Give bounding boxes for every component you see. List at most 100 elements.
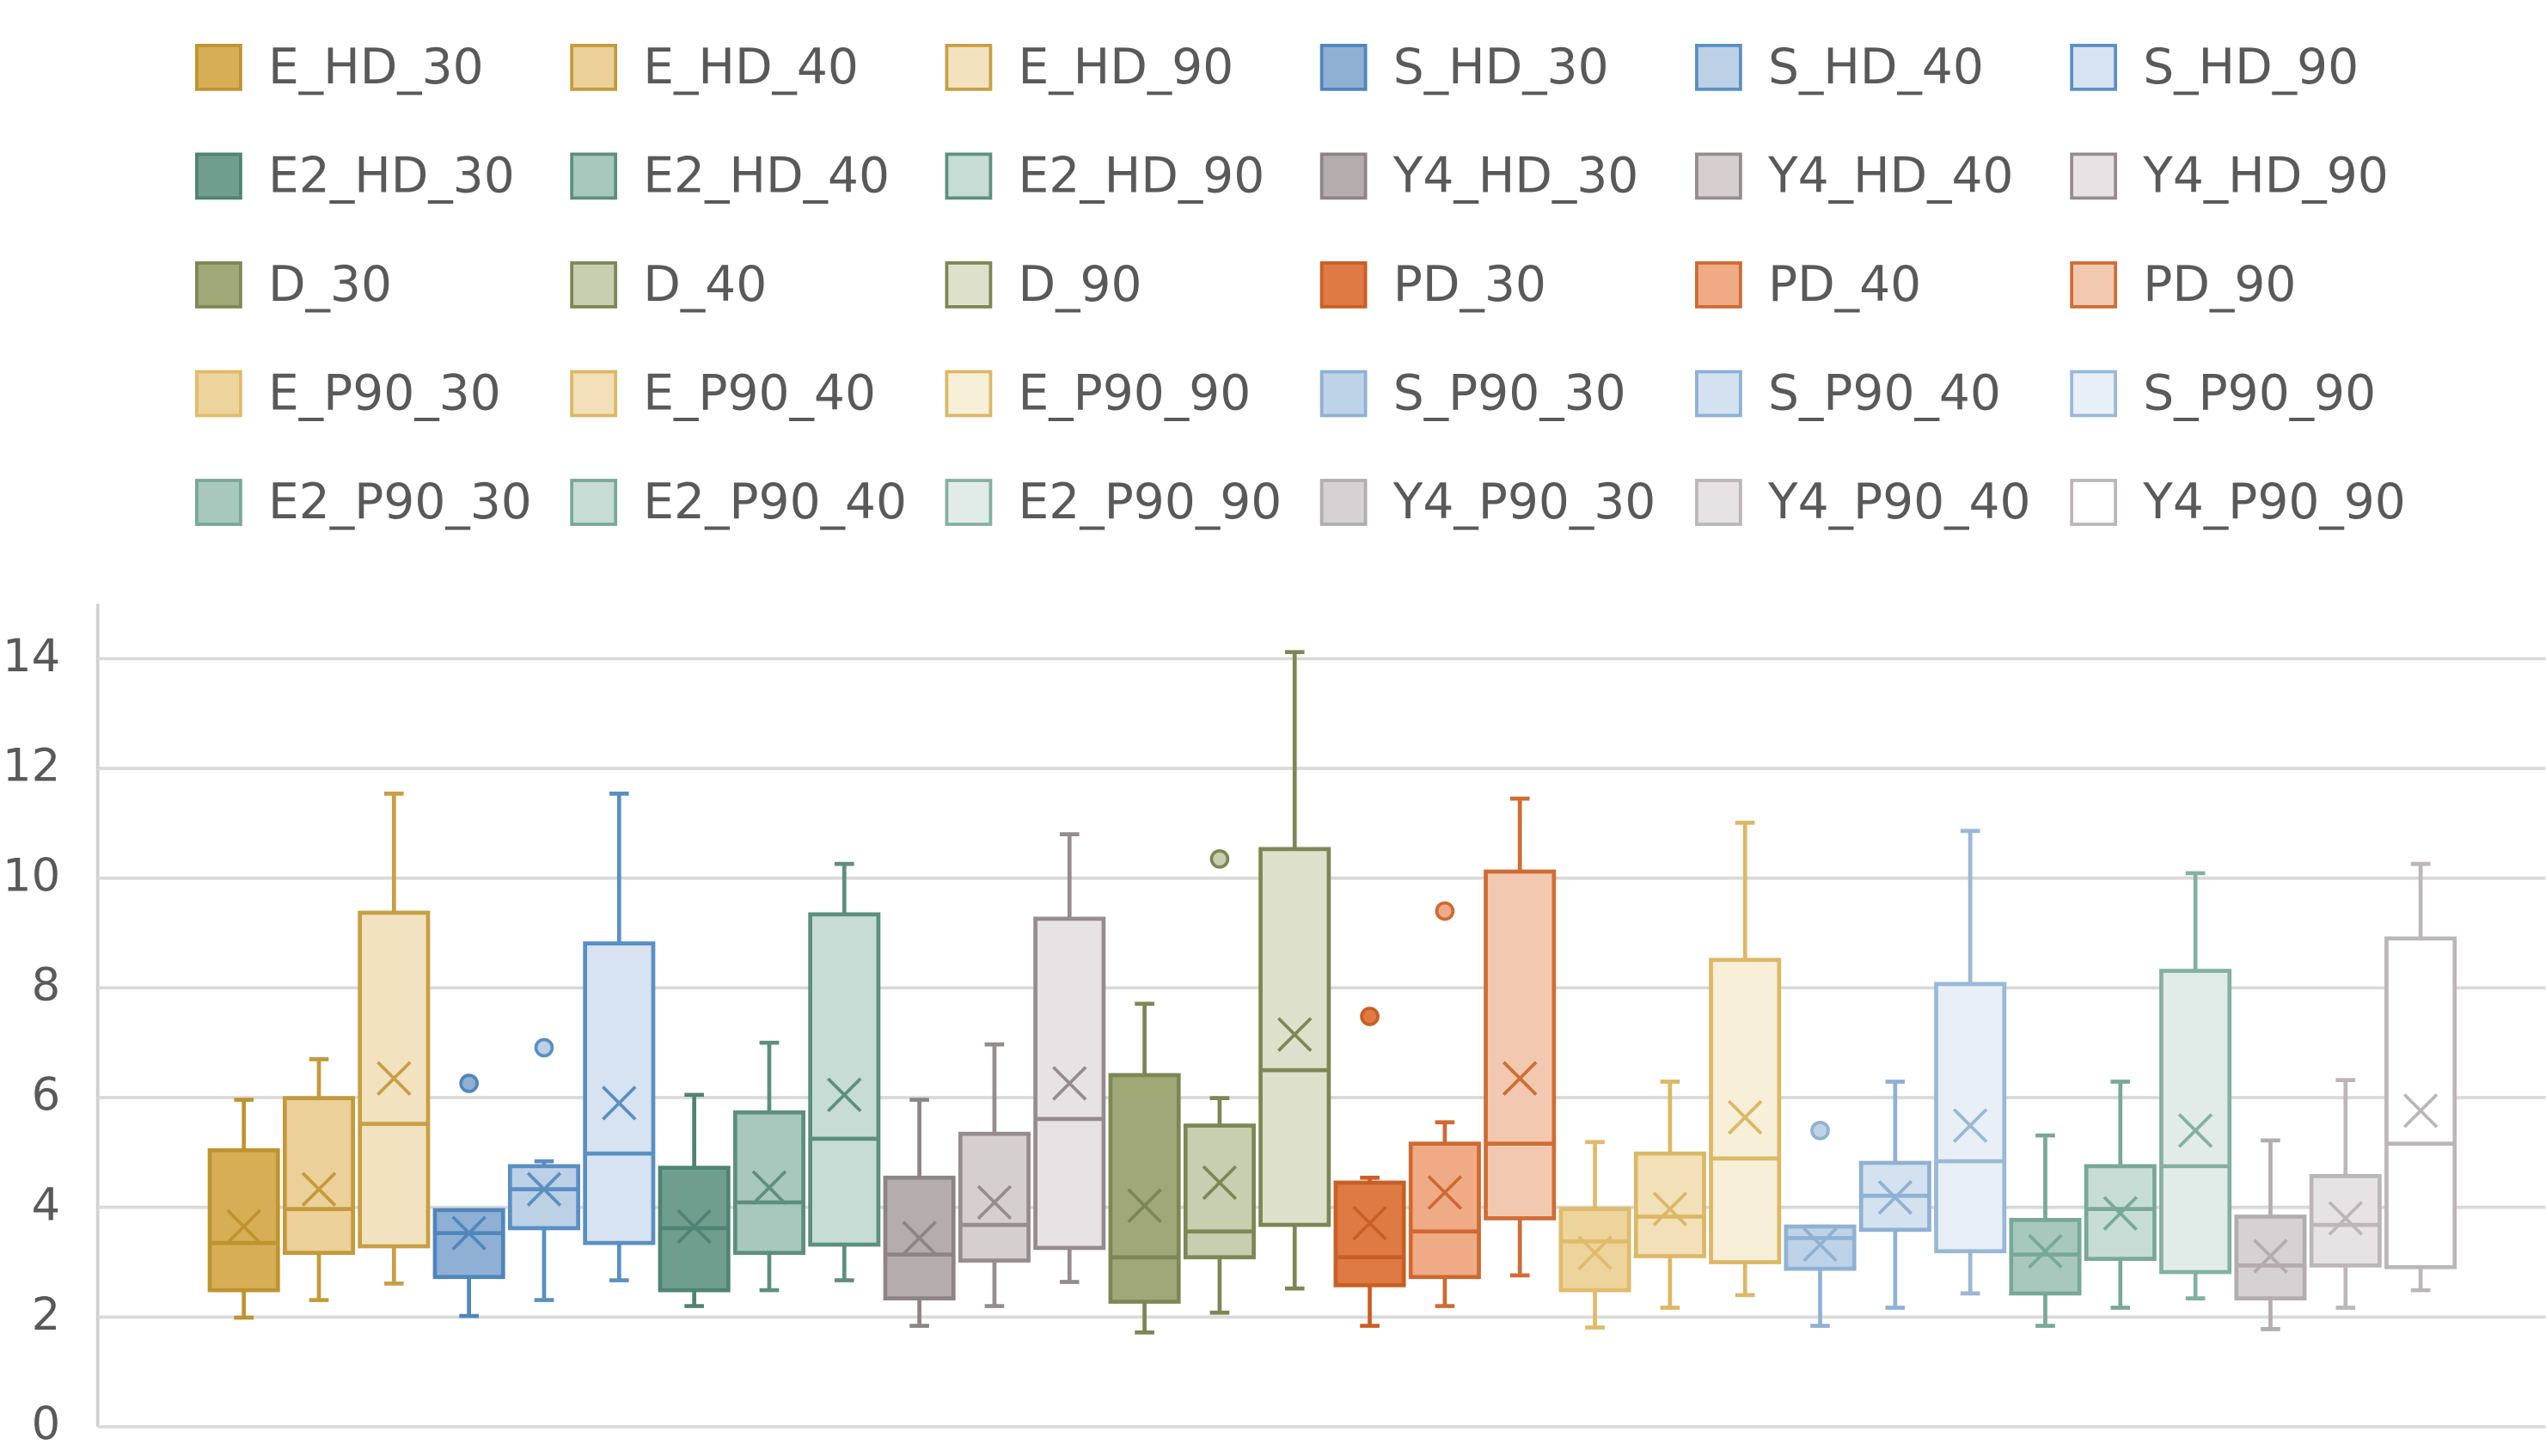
mean-marker — [451, 1215, 487, 1251]
legend-swatch — [1695, 479, 1742, 526]
mean-marker — [602, 1086, 637, 1121]
mean-marker — [751, 1170, 787, 1205]
legend-label: E_HD_90 — [1019, 39, 1234, 95]
mean-marker — [2028, 1233, 2063, 1269]
box — [2009, 1217, 2082, 1296]
box — [1108, 1073, 1181, 1304]
mean-marker — [1577, 1235, 1613, 1270]
mean-marker — [376, 1061, 412, 1096]
box — [1258, 847, 1331, 1227]
box — [1784, 1224, 1857, 1271]
mean-marker — [827, 1077, 862, 1113]
legend-swatch — [570, 370, 618, 418]
legend-label: Y4_HD_90 — [2142, 147, 2389, 204]
y-tick-label: 14 — [3, 630, 60, 682]
legend-label: D_30 — [268, 256, 392, 313]
legend-label: D_40 — [643, 256, 767, 313]
legend-label: E_HD_40 — [643, 39, 859, 95]
legend-label: Y4_P90_30 — [1392, 474, 1656, 530]
legend-swatch — [945, 152, 993, 200]
mean-marker — [1052, 1066, 1087, 1101]
legend-label: S_HD_40 — [1768, 39, 1984, 95]
box — [432, 1208, 505, 1280]
legend-swatch — [945, 479, 993, 526]
mean-marker — [1652, 1191, 1688, 1227]
legend-swatch — [2070, 261, 2118, 309]
y-tick-label: 8 — [32, 959, 61, 1012]
box — [1934, 982, 2007, 1254]
legend-label: PD_40 — [1768, 256, 1921, 313]
y-tick-label: 10 — [3, 849, 60, 902]
legend-label: S_P90_90 — [2143, 364, 2376, 421]
legend-label: Y4_P90_40 — [1767, 474, 2031, 530]
mean-marker — [1277, 1017, 1313, 1052]
legend-label: E_HD_30 — [268, 39, 484, 95]
y-tick-label: 12 — [3, 740, 60, 792]
outlier — [1360, 1006, 1380, 1026]
mean-marker — [1502, 1061, 1538, 1096]
legend-label: E2_P90_90 — [1019, 474, 1282, 530]
box — [808, 912, 881, 1247]
legend-label: Y4_HD_30 — [1392, 147, 1639, 204]
box — [1183, 1123, 1256, 1260]
legend-swatch — [1319, 261, 1368, 309]
mean-marker — [2328, 1201, 2364, 1236]
box — [2159, 969, 2232, 1275]
legend-swatch — [1319, 479, 1368, 526]
legend-label: Y4_HD_40 — [1767, 147, 2014, 204]
box — [1484, 869, 1557, 1220]
y-tick-label: 4 — [32, 1178, 61, 1231]
mean-marker — [2402, 1093, 2439, 1129]
legend-label: PD_30 — [1393, 256, 1546, 313]
legend-swatch — [1695, 43, 1742, 91]
mean-marker — [976, 1184, 1013, 1220]
legend-swatch — [2070, 43, 2118, 91]
box — [732, 1110, 805, 1256]
legend-swatch — [570, 43, 618, 91]
legend-swatch — [1695, 261, 1742, 309]
y-tick-label: 6 — [32, 1069, 61, 1122]
legend-label: E_P90_30 — [268, 364, 501, 421]
legend-label: E2_HD_30 — [268, 147, 515, 204]
box — [207, 1147, 280, 1293]
legend-swatch — [1319, 370, 1368, 418]
outlier — [1810, 1120, 1830, 1141]
legend-swatch — [1319, 43, 1368, 91]
mean-marker — [226, 1208, 261, 1245]
box — [1408, 1141, 1481, 1280]
mean-marker — [1427, 1175, 1463, 1210]
legend-swatch — [570, 261, 618, 309]
mean-marker — [2253, 1239, 2288, 1274]
legend-swatch — [195, 479, 242, 526]
box — [2309, 1173, 2382, 1268]
mean-marker — [1877, 1179, 1913, 1215]
legend-label: PD_90 — [2143, 256, 2296, 313]
legend-swatch — [2070, 479, 2118, 526]
legend-label: E2_P90_40 — [643, 474, 907, 530]
legend-label: S_HD_30 — [1393, 39, 1609, 95]
y-tick-label: 2 — [32, 1288, 61, 1341]
legend-swatch — [195, 370, 242, 418]
legend-label: E2_HD_40 — [643, 147, 890, 204]
outlier — [459, 1074, 479, 1093]
mean-marker — [676, 1208, 712, 1245]
legend-swatch — [2070, 370, 2118, 418]
outlier — [1209, 849, 1230, 869]
mean-marker — [902, 1220, 937, 1256]
legend-label: D_90 — [1019, 256, 1142, 313]
legend-swatch — [195, 43, 242, 91]
box — [583, 941, 656, 1245]
legend-label: S_HD_90 — [2143, 39, 2359, 95]
legend-label: E2_HD_90 — [1019, 147, 1265, 204]
mean-marker — [1802, 1227, 1838, 1263]
legend-swatch — [1695, 370, 1742, 418]
box — [507, 1164, 580, 1231]
legend-label: S_P90_40 — [1768, 364, 2001, 421]
box — [1558, 1207, 1631, 1293]
mean-marker — [2102, 1196, 2139, 1231]
mean-marker — [526, 1172, 562, 1207]
outlier — [534, 1037, 554, 1058]
mean-marker — [1127, 1188, 1162, 1223]
legend-swatch — [945, 261, 993, 309]
